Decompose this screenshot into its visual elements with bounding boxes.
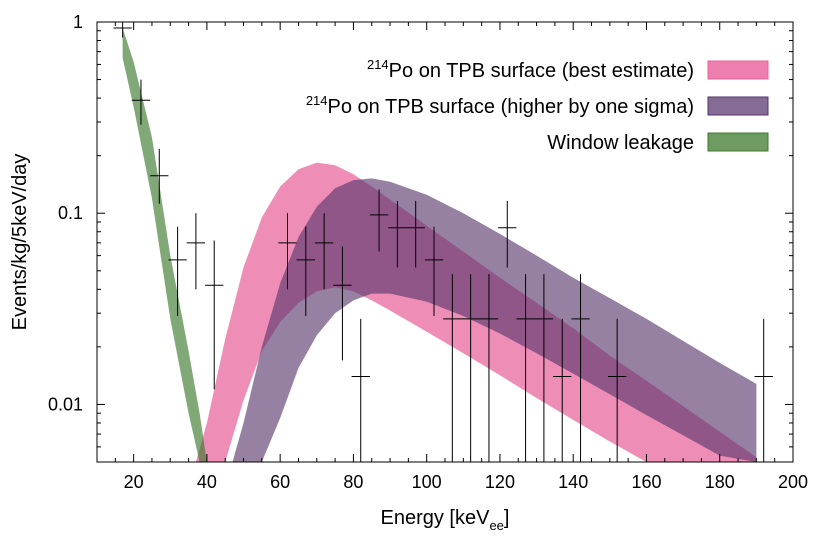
legend-label: Window leakage	[547, 132, 694, 154]
data-point	[461, 274, 480, 462]
legend-swatch	[707, 96, 769, 116]
data-point	[351, 318, 370, 462]
legend-label: 214Po on TPB surface (higher by one sigm…	[306, 93, 694, 118]
data-point	[131, 79, 151, 125]
data-point	[754, 318, 773, 462]
x-tick-label: 160	[631, 472, 661, 492]
legend-item-2: 214Po on TPB surface (higher by one sigm…	[306, 93, 769, 118]
data-point	[278, 213, 297, 290]
data-point	[314, 213, 334, 290]
data-point	[369, 189, 389, 252]
data-point	[498, 200, 517, 268]
legend-label-superscript: 214	[367, 57, 389, 72]
x-tick-label: 100	[412, 472, 442, 492]
x-tick-label: 20	[124, 472, 144, 492]
legend-swatch	[707, 60, 769, 80]
data-point	[424, 226, 444, 317]
x-tick-label: 200	[778, 472, 808, 492]
x-tick-label: 180	[705, 472, 735, 492]
legend-label-superscript: 214	[306, 93, 328, 108]
x-tick-label: 140	[558, 472, 588, 492]
y-tick-label: 1	[73, 12, 83, 32]
legend: 214Po on TPB surface (best estimate)214P…	[306, 57, 769, 154]
band-series-2	[232, 178, 757, 462]
y-axis-label: Events/kg/5keV/day	[9, 154, 31, 331]
legend-label-text: Po on TPB surface (higher by one sigma)	[328, 96, 694, 118]
data-point	[296, 226, 315, 317]
bands-layer	[122, 28, 757, 462]
data-point	[516, 274, 535, 462]
x-axis-label: Energy [keVee]	[381, 507, 510, 533]
data-point	[150, 148, 169, 204]
data-point	[388, 200, 407, 268]
data-point	[571, 274, 590, 462]
data-point	[406, 200, 425, 268]
data-point	[205, 240, 224, 390]
data-point	[534, 274, 554, 462]
data-point	[443, 274, 462, 462]
x-axis-label-subscript: ee	[489, 518, 503, 533]
data-points-layer	[113, 22, 773, 462]
data-point	[168, 226, 187, 317]
axes-layer: 20 40 60 80 100 120 140 160 180 200 0.01 0.1 1	[48, 12, 808, 492]
x-axis-label-main: Energy [keV	[381, 507, 491, 529]
data-point	[553, 318, 572, 462]
x-tick-label: 80	[343, 472, 363, 492]
x-tick-label: 120	[485, 472, 515, 492]
data-point	[186, 213, 206, 290]
data-point	[479, 274, 499, 462]
x-tick-label: 60	[270, 472, 290, 492]
legend-item-3: Window leakage	[547, 132, 769, 154]
band-series-3	[122, 28, 207, 462]
legend-label-text: Po on TPB surface (best estimate)	[389, 60, 694, 82]
data-point	[608, 318, 627, 462]
data-point	[113, 22, 132, 38]
y-tick-label: 0.1	[58, 203, 83, 223]
legend-swatch	[707, 132, 769, 152]
x-axis-label-suffix: ]	[504, 507, 510, 529]
legend-item-1: 214Po on TPB surface (best estimate)	[367, 57, 769, 82]
data-point	[333, 246, 352, 361]
y-tick-label: 0.01	[48, 394, 83, 414]
legend-label: 214Po on TPB surface (best estimate)	[367, 57, 694, 82]
x-tick-label: 40	[197, 472, 217, 492]
